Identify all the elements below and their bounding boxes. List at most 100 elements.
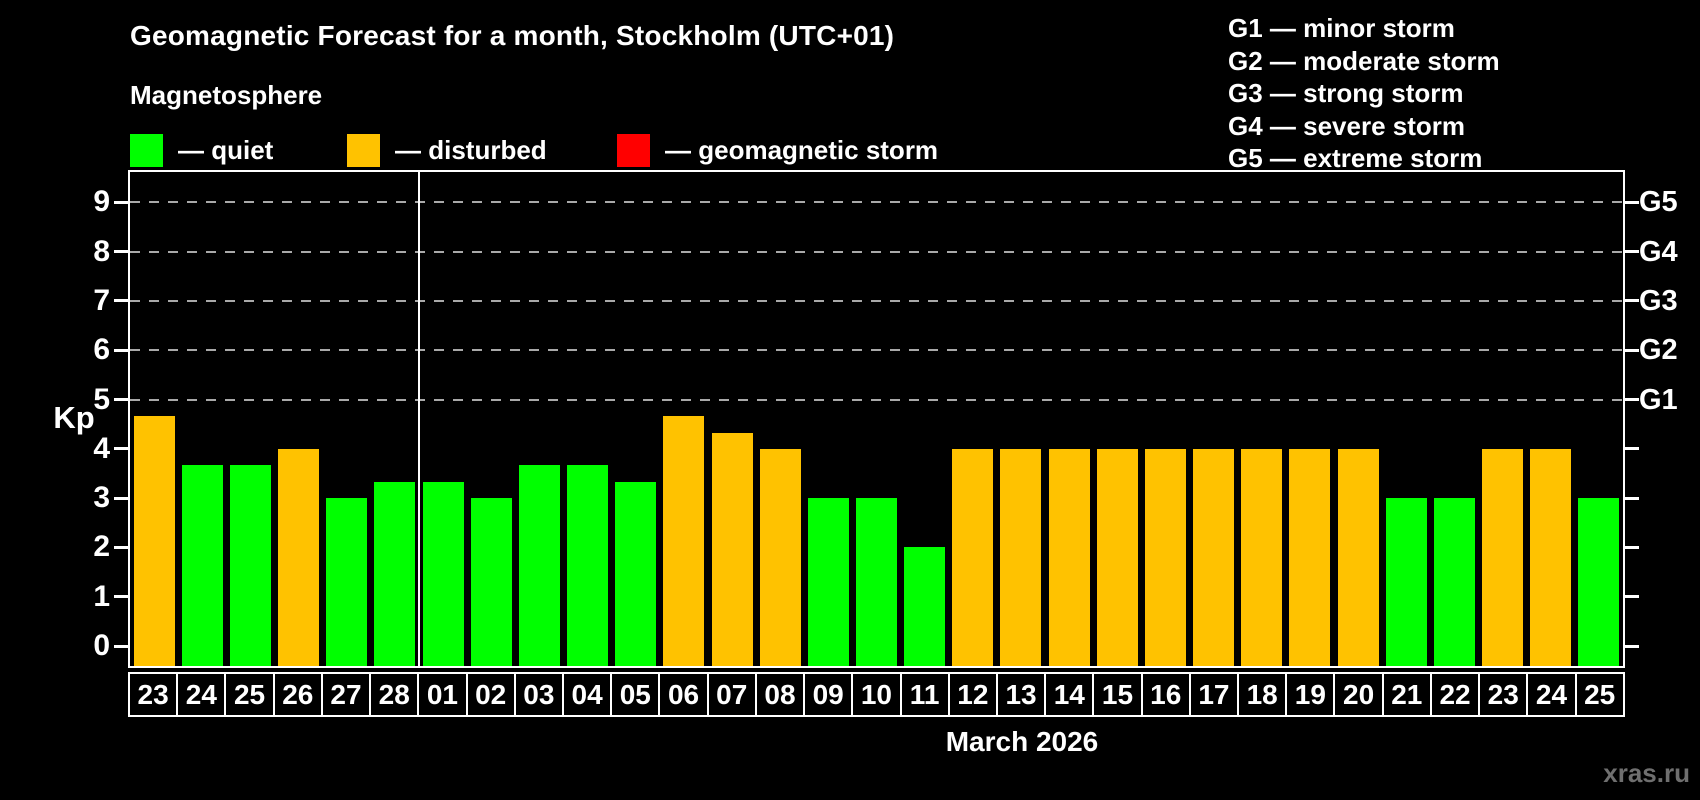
kp-bar-day-13	[1000, 448, 1042, 666]
y-tick-label-6: 6	[93, 333, 110, 367]
kp-bar-day-25	[229, 465, 271, 666]
x-axis-day-label-17: 17	[1188, 672, 1240, 717]
kp-bar-day-25	[1578, 498, 1620, 666]
y-tick-label-1: 1	[93, 579, 110, 613]
x-axis-day-label-27: 27	[320, 672, 372, 717]
kp-bar-day-09	[807, 498, 849, 666]
g-axis-label-G2: G2	[1639, 334, 1678, 367]
x-axis-day-label-12: 12	[947, 672, 998, 717]
kp-bar-day-12	[952, 448, 994, 666]
y-tick-label-5: 5	[93, 382, 110, 416]
y-tick-label-3: 3	[93, 481, 110, 515]
x-axis-day-label-25: 25	[224, 672, 275, 717]
plot-area	[114, 170, 1639, 668]
kp-bar-day-27	[326, 498, 368, 666]
right-tick-kp-2	[1625, 545, 1639, 549]
left-tick-kp-7	[114, 299, 128, 303]
y-tick-label-9: 9	[93, 185, 110, 219]
g-axis-label-G5: G5	[1639, 186, 1678, 219]
kp-bar-day-01	[422, 481, 464, 666]
kp-bar-day-08	[759, 448, 801, 666]
kp-bar-day-21	[1385, 498, 1427, 666]
x-axis-title: March 2026	[945, 726, 1099, 757]
kp-bar-day-26	[278, 448, 320, 666]
chart-subtitle: Magnetosphere	[130, 80, 323, 110]
legend-disturbed-label: — disturbed	[395, 135, 547, 165]
x-axis-day-label-13: 13	[995, 672, 1047, 717]
g3-legend-line: G3 — strong storm	[1228, 78, 1464, 108]
x-axis-day-label-01: 01	[417, 672, 468, 717]
kp-bar-day-15	[1096, 448, 1138, 666]
right-tick-kp-0	[1625, 644, 1639, 648]
x-axis-day-label-18: 18	[1237, 672, 1288, 717]
kp-bar-day-16	[1144, 448, 1186, 666]
x-axis-day-label-24: 24	[1526, 672, 1577, 717]
storm-color-swatch-icon	[617, 134, 650, 167]
right-tick-kp-7	[1625, 299, 1639, 303]
quiet-color-swatch-icon	[130, 134, 163, 167]
gridline-kp-7	[130, 299, 1623, 302]
x-axis-day-label-26: 26	[272, 672, 323, 717]
x-axis-day-label-02: 02	[465, 672, 516, 717]
right-tick-kp-1	[1625, 595, 1639, 599]
left-tick-kp-5	[114, 398, 128, 401]
kp-bar-day-28	[374, 481, 416, 666]
kp-bar-day-11	[904, 547, 946, 666]
x-axis-day-label-08: 08	[754, 672, 806, 717]
x-axis-day-label-21: 21	[1381, 672, 1432, 717]
right-tick-kp-5	[1625, 398, 1639, 401]
x-axis-day-label-23: 23	[1478, 672, 1529, 717]
x-axis-day-label-25: 25	[1574, 672, 1625, 717]
watermark: xras.ru	[1603, 758, 1690, 788]
x-axis-day-label-28: 28	[369, 672, 420, 717]
right-tick-kp-9	[1625, 200, 1639, 204]
left-tick-kp-2	[114, 545, 128, 549]
x-axis-day-label-11: 11	[899, 672, 950, 717]
g5-legend-line: G5 — extreme storm	[1228, 143, 1483, 173]
right-tick-kp-3	[1625, 496, 1639, 500]
left-tick-kp-8	[114, 250, 128, 254]
x-axis-day-label-07: 07	[706, 672, 757, 717]
kp-bar-day-07	[711, 432, 753, 666]
x-axis-day-label-10: 10	[851, 672, 902, 717]
y-tick-label-8: 8	[93, 234, 110, 268]
x-axis-day-label-15: 15	[1092, 672, 1143, 717]
gridline-kp-5	[130, 398, 1623, 401]
y-axis-title: Kp	[53, 400, 95, 435]
kp-bar-day-22	[1433, 498, 1475, 666]
left-tick-kp-9	[114, 200, 128, 204]
kp-bar-day-06	[663, 415, 705, 666]
x-axis-day-label-19: 19	[1285, 672, 1336, 717]
x-axis-day-strip: 23 24 25 26 27 28 01 02 03 04 05 06 07 08 09 10 11 12 13 14…	[128, 672, 1625, 717]
right-tick-kp-8	[1625, 250, 1639, 254]
x-axis-day-label-22: 22	[1429, 672, 1481, 717]
g-scale-legend: G1 — minor storm G2 — moderate storm G3 …	[1228, 12, 1500, 175]
g4-legend-line: G4 — severe storm	[1228, 110, 1466, 141]
x-axis-day-label-04: 04	[561, 672, 613, 717]
legend-item-storm: — geomagnetic storm	[617, 134, 938, 167]
g1-legend-line: G1 — minor storm	[1228, 13, 1455, 43]
x-axis-day-label-05: 05	[610, 672, 661, 717]
kp-bar-day-20	[1337, 448, 1379, 666]
kp-bar-day-02	[470, 498, 512, 666]
gridline-kp-9	[130, 201, 1623, 204]
g2-legend-line: G2 — moderate storm	[1228, 45, 1500, 76]
kp-bar-day-10	[856, 498, 897, 666]
left-tick-kp-1	[114, 595, 128, 599]
legend-item-quiet: — quiet	[130, 134, 273, 167]
x-axis-day-label-14: 14	[1044, 672, 1095, 717]
right-tick-kp-6	[1625, 348, 1639, 352]
gridline-kp-6	[130, 349, 1623, 352]
x-axis-day-label-03: 03	[513, 672, 564, 717]
x-axis-day-label-09: 09	[803, 672, 854, 717]
g-axis-label-G3: G3	[1639, 284, 1678, 317]
kp-bar-day-23	[1482, 448, 1524, 666]
left-tick-kp-4	[114, 447, 128, 451]
page-title: Geomagnetic Forecast for a month, Stockh…	[130, 20, 895, 51]
left-tick-kp-6	[114, 348, 128, 352]
x-axis-day-label-16: 16	[1140, 672, 1191, 717]
kp-bar-day-18	[1241, 448, 1283, 666]
kp-bar-day-23	[133, 415, 175, 666]
right-tick-kp-4	[1625, 447, 1639, 451]
y-tick-label-4: 4	[93, 431, 110, 465]
